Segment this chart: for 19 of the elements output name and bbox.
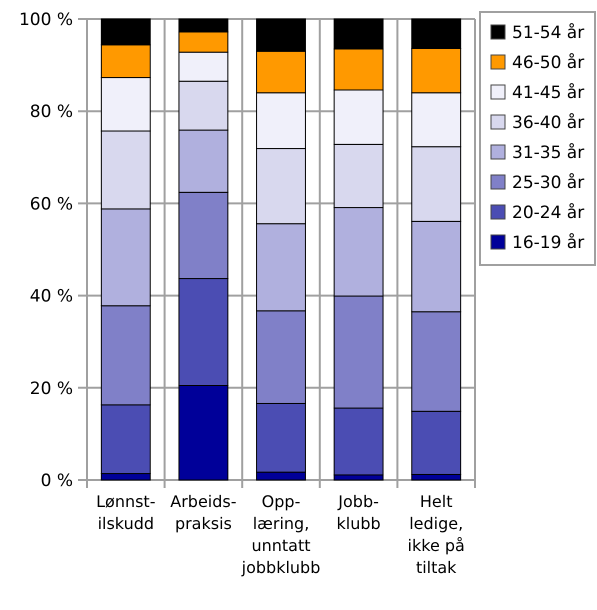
x-tick-label: Arbeids- praksis bbox=[170, 492, 237, 533]
legend-label: 31-35 år bbox=[512, 142, 584, 163]
x-tick-label: Helt ledige, ikke på tiltak bbox=[408, 492, 465, 577]
y-tick-label: 40 % bbox=[30, 286, 73, 307]
y-tick-label: 20 % bbox=[30, 378, 73, 399]
legend-label: 36-40 år bbox=[512, 112, 584, 133]
y-tick-label: 100 % bbox=[18, 10, 73, 30]
x-tick-label: Jobb- klubb bbox=[336, 492, 381, 533]
y-tick-label: 0 % bbox=[40, 470, 73, 491]
text: 41-45 år bbox=[512, 82, 584, 103]
legend-label: 51-54 år bbox=[512, 22, 584, 43]
y-tick-label: 80 % bbox=[30, 102, 73, 122]
legend-label: 16-19 år bbox=[512, 232, 584, 253]
x-tick-label: Lønnst- ilskudd bbox=[96, 492, 156, 533]
legend-label: 46-50 år bbox=[512, 52, 584, 73]
y-tick-label: 60 % bbox=[30, 194, 73, 214]
legend-label: 25-30 år bbox=[512, 172, 584, 193]
x-tick-label: Opp- læring, unntatt jobbklubb bbox=[240, 492, 320, 577]
legend-label: 20-24 år bbox=[512, 202, 584, 223]
